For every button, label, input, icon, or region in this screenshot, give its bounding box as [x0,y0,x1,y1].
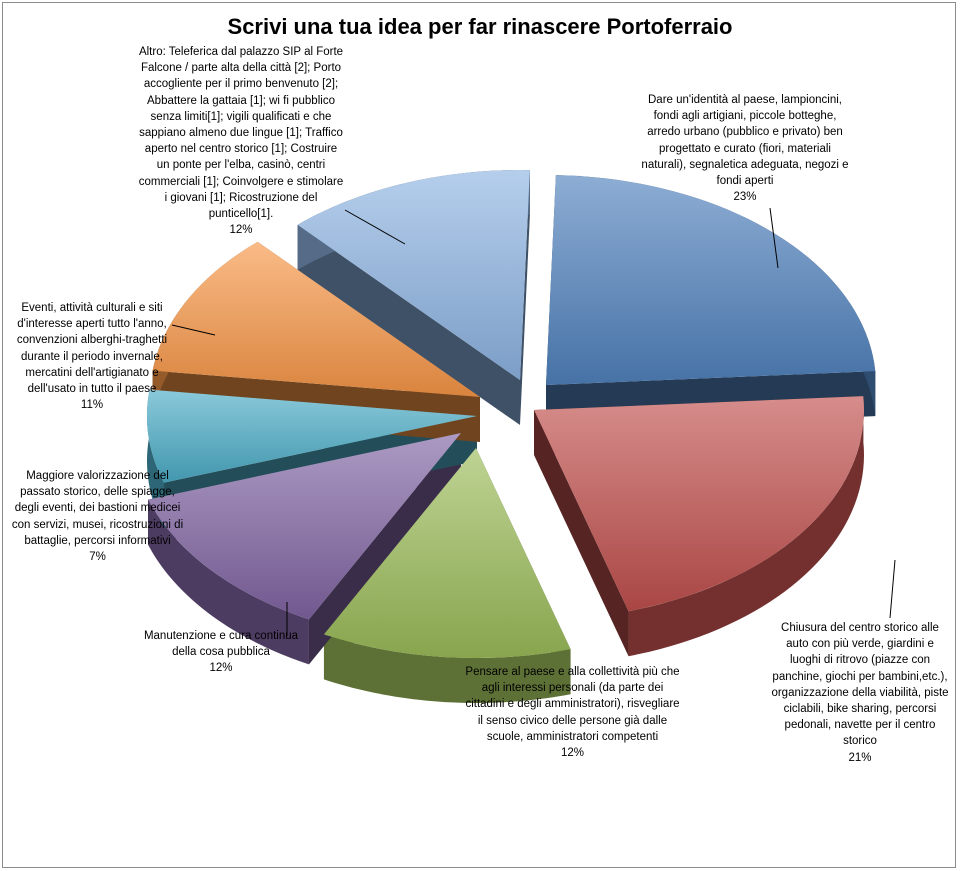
slice-label-text: Manutenzione e cura continua della cosa … [143,630,299,659]
slice-percent: 11% [80,399,104,412]
pie-slice [297,170,530,380]
pie-slice [148,433,461,620]
slice-label-text: Maggiore valorizzazione del passato stor… [11,470,184,547]
leader-line [769,207,779,269]
slice-side-wall [297,224,520,425]
slice-percent: 7% [89,551,106,564]
slice-label-text: Dare un'identità al paese, lampioncini, … [641,94,849,188]
slice-label-text: Eventi, attività culturali e siti d'inte… [16,302,168,396]
slice-rim [147,389,165,528]
slice-side-wall [520,170,530,425]
slice-percent: 12% [229,224,253,237]
leader-line [344,209,406,245]
slice-label: Pensare al paese e alla collettività più… [465,664,680,761]
slice-label: Manutenzione e cura continua della cosa … [136,628,306,677]
pie-slice [146,389,477,483]
slice-rim [148,499,309,665]
pie-slice [546,175,876,385]
pie-slice [152,241,481,397]
slice-label-text: Altro: Teleferica dal palazzo SIP al For… [138,46,344,221]
slice-label: Chiusura del centro storico alle auto co… [770,620,950,766]
pie-slice [323,448,571,658]
slice-rim [323,634,571,703]
leader-line [889,559,896,619]
slice-label: Maggiore valorizzazione del passato stor… [10,468,185,565]
pie-slice [534,396,864,612]
slice-side-wall [534,410,629,657]
chart-title: Scrivi una tua idea per far rinascere Po… [227,14,733,39]
slice-percent: 21% [848,751,872,764]
slice-percent: 12% [560,747,585,760]
leader-line [171,324,216,336]
slice-rim [628,396,864,657]
slice-percent: 12% [209,662,233,675]
slice-percent: 23% [733,191,757,204]
slice-label: Altro: Teleferica dal palazzo SIP al For… [138,44,344,238]
slice-label-text: Chiusura del centro storico alle auto co… [771,622,949,748]
slice-label: Eventi, attività culturali e siti d'inte… [0,300,184,413]
slice-label: Dare un'identità al paese, lampioncini, … [640,92,850,205]
slice-label-text: Pensare al paese e alla collettività più… [465,666,680,743]
